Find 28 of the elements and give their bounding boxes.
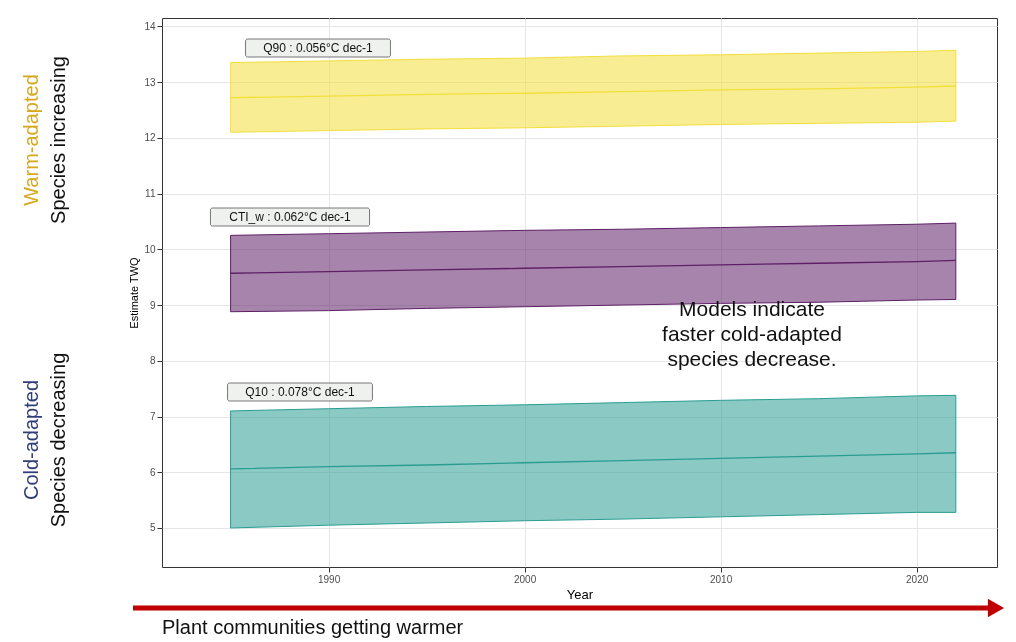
y-axis-title: Estimate TWQ [128,256,141,329]
text: Species increasing [47,56,69,224]
y-tick-label: 13 [144,76,156,88]
x-tick-label: 2000 [513,573,537,585]
annotation: CTI_w : 0.062°C dec-1 [229,210,352,224]
line-series [229,85,957,99]
annotation: Models indicate faster cold-adapted species decrease. [662,297,842,371]
y-tick-label: 12 [144,132,156,144]
y-tick-label: 8 [149,355,156,367]
text: Plant communities getting warmer [162,616,464,638]
y-tick-label: 9 [149,299,156,311]
text: Warm-adapted [20,74,42,206]
line-series [229,452,957,470]
y-tick-label: 5 [149,522,156,534]
y-tick-label: 7 [149,411,156,423]
y-tick-label: 11 [145,188,156,200]
y-tick-label: 14 [144,20,156,32]
line-series [229,259,957,274]
y-tick-label: 10 [144,243,156,255]
x-axis-title: Year [566,586,594,602]
annotation: Q10 : 0.078°C dec-1 [245,385,356,399]
y-tick-label: 6 [149,466,156,478]
text: Cold-adapted [20,379,42,501]
text: Species decreasing [47,352,69,528]
x-tick-label: 1990 [317,573,341,585]
x-tick-label: 2010 [710,573,733,585]
x-tick-label: 2020 [906,573,929,585]
annotation: Q90 : 0.056°C dec-1 [263,41,374,55]
